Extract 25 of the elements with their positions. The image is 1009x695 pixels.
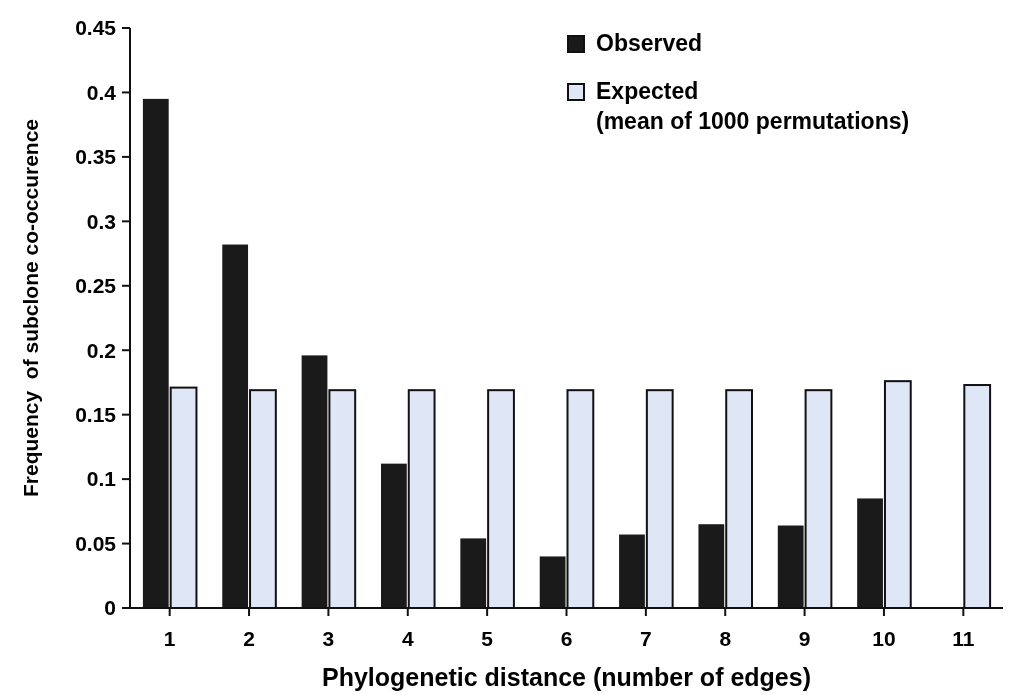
legend-label: Expected (mean of 1000 permutations) bbox=[596, 78, 910, 134]
x-axis-title: Phylogenetic distance (number of edges) bbox=[322, 663, 811, 691]
y-tick-label: 0.1 bbox=[86, 467, 117, 491]
x-tick-label: 9 bbox=[798, 627, 811, 650]
y-tick-label: 0.35 bbox=[75, 145, 117, 169]
x-tick-label: 6 bbox=[560, 627, 573, 650]
x-tick-label: 5 bbox=[481, 627, 494, 650]
x-tick-label: 1 bbox=[163, 627, 176, 650]
y-tick-label: 0.3 bbox=[86, 209, 116, 233]
y-tick-label: 0.05 bbox=[75, 531, 117, 555]
y-tick-label: 0.4 bbox=[86, 80, 117, 104]
legend-label: Observed bbox=[596, 30, 703, 56]
x-tick-label: 7 bbox=[640, 627, 652, 650]
x-tick-label: 8 bbox=[719, 627, 732, 650]
y-tick-label: 0 bbox=[104, 596, 116, 620]
y-axis-title: Frequency of subclone co-occurence bbox=[19, 118, 42, 498]
y-tick-label: 0.45 bbox=[75, 16, 117, 40]
x-tick-label: 3 bbox=[322, 627, 335, 650]
x-tick-label: 2 bbox=[243, 627, 255, 650]
x-tick-label: 11 bbox=[952, 627, 975, 650]
x-tick-label: 10 bbox=[872, 627, 896, 650]
x-tick-label: 4 bbox=[401, 627, 414, 650]
y-tick-label: 0.2 bbox=[86, 338, 116, 362]
y-tick-label: 0.25 bbox=[75, 274, 117, 298]
y-tick-label: 0.15 bbox=[75, 403, 117, 427]
